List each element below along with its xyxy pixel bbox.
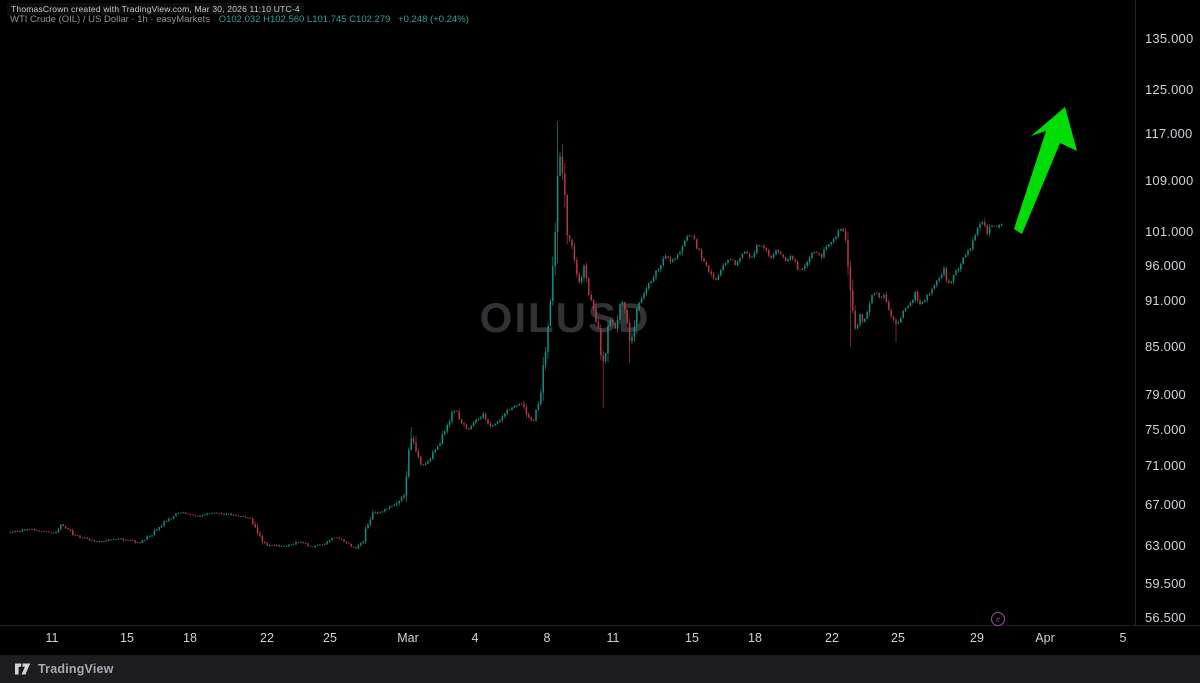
price-axis-label: 79.000 <box>1145 387 1186 403</box>
time-axis-label: 8 <box>543 631 551 645</box>
ohlc-values: O102.032 H102.560 L101.745 C102.279 <box>218 14 391 25</box>
time-axis-label: 29 <box>970 631 984 645</box>
time-axis-label: 18 <box>183 631 197 645</box>
price-axis-label: 63.000 <box>1145 537 1186 553</box>
price-axis-label: 91.000 <box>1145 293 1186 309</box>
price-axis-label: 96.000 <box>1145 257 1186 273</box>
price-axis-label: 59.500 <box>1145 575 1186 591</box>
price-axis-label: 75.000 <box>1145 421 1186 437</box>
time-axis-label: 15 <box>120 631 134 645</box>
up-arrow-annotation[interactable] <box>1014 107 1077 234</box>
time-axis-label: 25 <box>891 631 905 645</box>
time-axis-label: 15 <box>685 631 699 645</box>
tradingview-logo-icon[interactable] <box>14 662 31 676</box>
price-axis-label: 71.000 <box>1145 458 1186 474</box>
time-axis-label: 22 <box>260 631 274 645</box>
chart-canvas[interactable] <box>0 0 1135 625</box>
time-axis-label: 4 <box>471 631 479 645</box>
change-value: +0.248 (+0.24%) <box>398 14 469 25</box>
tradingview-brand[interactable]: TradingView <box>38 662 114 676</box>
time-axis-label: 11 <box>606 631 620 645</box>
symbol-title[interactable]: WTI Crude (OIL) / US Dollar · 1h · easyM… <box>10 14 211 25</box>
symbol-legend: WTI Crude (OIL) / US Dollar · 1h · easyM… <box>10 14 474 25</box>
time-axis-label: 18 <box>748 631 762 645</box>
price-axis-label: 85.000 <box>1145 338 1186 354</box>
price-axis-label: 135.000 <box>1145 31 1194 46</box>
price-axis-label: 67.000 <box>1145 497 1186 512</box>
time-axis-label: Apr <box>1035 631 1055 645</box>
price-axis-label: 125.000 <box>1145 82 1194 98</box>
footer-bar: TradingView <box>0 655 1200 683</box>
time-axis[interactable]: 11 15 18 22 25 Mar 4 8 11 15 18 22 25 29 Apr 5 <box>0 625 1200 656</box>
price-axis-label: 117.000 <box>1145 126 1193 142</box>
time-axis-label: 25 <box>323 631 337 645</box>
provider-logo-icon[interactable]: e <box>991 612 1005 626</box>
time-axis-label: 22 <box>825 631 839 645</box>
price-axis[interactable]: 135.000 125.000 117.000 109.000 101.000 96.00… <box>1135 0 1200 625</box>
price-axis-label: 109.000 <box>1145 173 1194 189</box>
time-axis-label: 11 <box>45 631 59 645</box>
time-axis-label: Mar <box>397 631 419 645</box>
price-axis-label: 101.000 <box>1145 224 1194 239</box>
time-axis-label: 5 <box>1119 631 1127 645</box>
price-axis-label: 56.500 <box>1145 610 1186 626</box>
attribution-text: ThomasCrown created with TradingView.com… <box>7 3 304 15</box>
